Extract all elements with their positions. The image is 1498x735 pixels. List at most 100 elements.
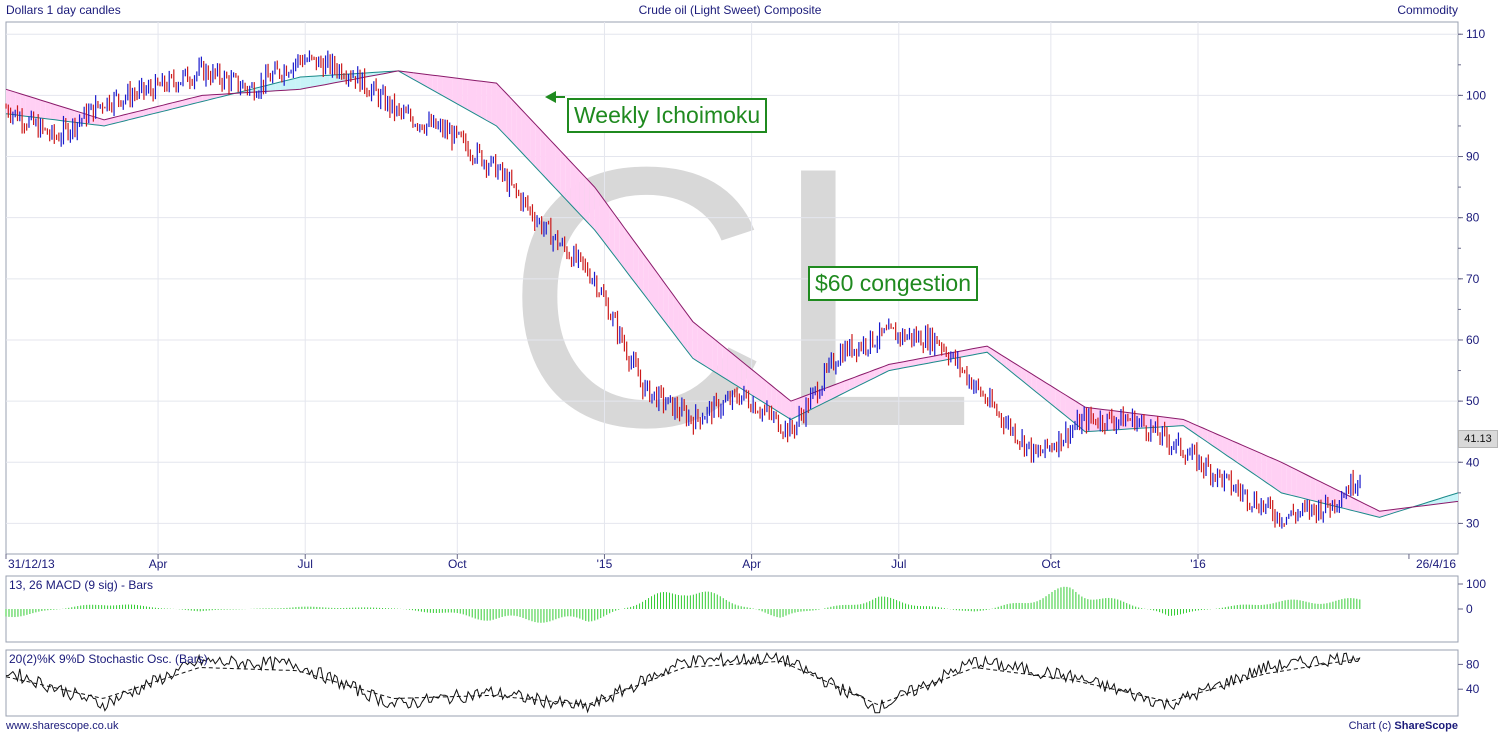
ichimoku-cloud-segment: [1242, 445, 1248, 470]
ichimoku-cloud-segment: [1070, 398, 1076, 424]
ichimoku-cloud-segment: [604, 200, 610, 250]
ichimoku-cloud-segment: [501, 88, 507, 137]
ichimoku-cloud-segment: [40, 99, 46, 119]
ichimoku-cloud-segment: [732, 353, 737, 386]
ichimoku-cloud-segment: [1266, 455, 1272, 487]
ichimoku-cloud-segment: [761, 377, 767, 405]
ichimoku-cloud-segment: [1354, 498, 1360, 513]
chart-subtitle: Dollars 1 day candles: [6, 3, 121, 17]
ichimoku-cloud-segment: [918, 358, 924, 366]
annotation-weekly-ichimoku: Weekly Ichoimoku: [567, 98, 768, 133]
macd-y-tick-label: 100: [1466, 577, 1486, 591]
ichimoku-cloud-segment: [1158, 416, 1164, 428]
ichimoku-cloud-segment: [707, 333, 713, 371]
ichimoku-cloud-segment: [923, 357, 929, 365]
ichimoku-cloud-segment: [511, 98, 517, 147]
ichimoku-cloud-segment: [1237, 443, 1243, 466]
stochastic-title: 20(2)%K 9%D Stochastic Osc. (Bars): [9, 652, 208, 666]
ichimoku-cloud-segment: [329, 74, 335, 84]
ichimoku-cloud-segment: [697, 325, 703, 365]
ichimoku-cloud-segment: [555, 145, 561, 194]
ichimoku-cloud-segment: [751, 369, 757, 399]
ichimoku-cloud-segment: [540, 129, 546, 178]
ichimoku-cloud-segment: [1271, 457, 1277, 490]
chart-title: Crude oil (Light Sweet) Composite: [638, 3, 822, 17]
ichimoku-cloud-segment: [162, 103, 168, 112]
ichimoku-cloud-segment: [202, 95, 208, 102]
ichimoku-cloud-segment: [1173, 418, 1179, 427]
ichimoku-cloud-segment: [835, 382, 840, 398]
ichimoku-cloud-segment: [104, 118, 110, 126]
ichimoku-cloud-segment: [285, 79, 291, 91]
ichimoku-cloud-segment: [1325, 484, 1331, 506]
ichimoku-cloud-segment: [633, 240, 639, 288]
ichimoku-cloud-segment: [123, 113, 129, 122]
ichimoku-cloud-segment: [903, 360, 909, 368]
ichimoku-cloud-segment: [265, 84, 271, 92]
ichimoku-cloud-segment: [506, 93, 512, 142]
y-tick-label: 30: [1466, 516, 1480, 530]
stoch-y-tick-label: 80: [1466, 657, 1480, 671]
ichimoku-cloud-segment: [310, 76, 316, 88]
ichimoku-cloud-segment: [977, 347, 983, 355]
ichimoku-cloud-segment: [442, 76, 448, 99]
ichimoku-cloud-segment: [20, 93, 26, 117]
ichimoku-cloud-segment: [1178, 418, 1184, 426]
ichimoku-cloud-segment: [462, 78, 468, 110]
y-tick-label: 40: [1466, 455, 1480, 469]
ichimoku-cloud-segment: [295, 77, 301, 90]
ichimoku-cloud-segment: [678, 301, 683, 346]
ichimoku-cloud-segment: [898, 361, 904, 369]
ichimoku-cloud-segment: [94, 116, 100, 126]
ichimoku-cloud-segment: [1016, 364, 1022, 381]
ichimoku-cloud-segment: [1168, 417, 1174, 427]
ichimoku-cloud-segment: [1251, 449, 1257, 477]
ichimoku-cloud-segment: [1227, 438, 1233, 460]
ichimoku-cloud-segment: [658, 274, 664, 320]
ichimoku-cloud-segment: [138, 110, 144, 118]
ichimoku-cloud-segment: [790, 399, 796, 420]
ichimoku-cloud-segment: [1026, 370, 1032, 388]
x-tick-label: '15: [597, 557, 613, 571]
ichimoku-cloud-segment: [1060, 391, 1066, 416]
ichimoku-cloud-segment: [109, 117, 114, 125]
ichimoku-cloud-segment: [859, 373, 865, 386]
ichimoku-cloud-segment: [69, 109, 75, 123]
ichimoku-cloud-segment: [324, 75, 330, 85]
ichimoku-cloud-segment: [722, 345, 728, 380]
ichimoku-cloud-segment: [962, 349, 968, 357]
ichimoku-cloud-segment: [599, 193, 605, 243]
last-price-tag: 41.13: [1458, 430, 1498, 448]
ichimoku-cloud-segment: [290, 78, 296, 90]
ichimoku-cloud-segment: [756, 373, 762, 402]
footer-copyright-prefix: Chart (c): [1348, 720, 1395, 732]
ichimoku-cloud-segment: [1065, 395, 1071, 420]
ichimoku-cloud-segment: [45, 101, 51, 120]
ichimoku-cloud-segment: [781, 393, 786, 417]
ichimoku-cloud-segment: [736, 357, 742, 389]
ichimoku-cloud-segment: [830, 384, 836, 400]
ichimoku-cloud-segment: [908, 359, 914, 367]
ichimoku-cloud-segment: [530, 119, 536, 168]
ichimoku-cloud-segment: [10, 90, 16, 115]
ichimoku-cloud-segment: [1301, 472, 1306, 499]
ichimoku-cloud-segment: [785, 397, 791, 420]
ichimoku-cloud-segment: [619, 220, 625, 269]
ichimoku-cloud-segment: [776, 389, 782, 414]
ichimoku-cloud-segment: [1198, 425, 1203, 440]
ichimoku-cloud-segment: [594, 187, 600, 237]
ichimoku-cloud-segment: [933, 355, 939, 363]
ichimoku-cloud-segment: [275, 81, 281, 91]
ichimoku-cloud-segment: [172, 101, 178, 109]
ichimoku-cloud-segment: [418, 73, 423, 85]
ichimoku-cloud-segment: [1296, 469, 1302, 498]
x-tick-label: Jul: [891, 557, 906, 571]
ichimoku-cloud-segment: [810, 391, 816, 410]
ichimoku-cloud-segment: [1011, 361, 1017, 377]
footer-website[interactable]: www.sharescope.co.uk: [6, 720, 119, 732]
ichimoku-cloud-segment: [1256, 451, 1262, 480]
ichimoku-cloud-segment: [643, 254, 649, 301]
ichimoku-cloud-segment: [1144, 414, 1149, 429]
ichimoku-cloud-segment: [913, 358, 919, 366]
ichimoku-cloud-segment: [653, 267, 659, 314]
